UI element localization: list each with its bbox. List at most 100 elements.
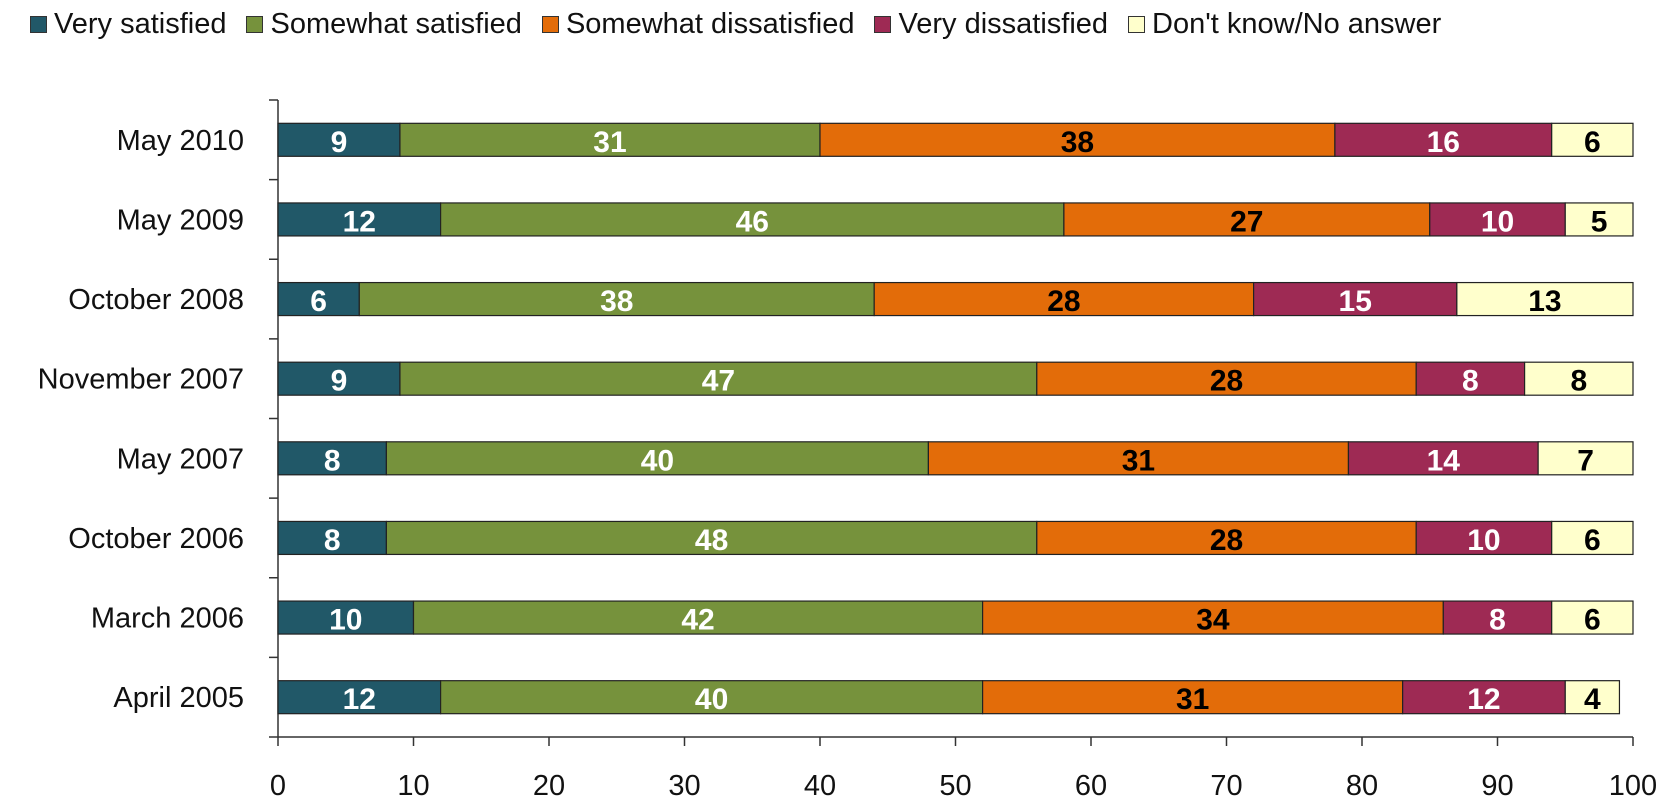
bar-segment — [277, 202, 442, 237]
data-label: 8 — [1570, 365, 1587, 398]
x-tick-label: 60 — [1075, 770, 1107, 802]
bar-segment — [277, 281, 360, 317]
bar-segment — [385, 441, 929, 476]
data-label: 40 — [641, 444, 674, 477]
category-label: May 2007 — [117, 443, 244, 475]
bar-segment — [1415, 361, 1526, 396]
legend-swatch — [246, 15, 264, 33]
category-label: April 2005 — [113, 682, 244, 714]
legend-item: Somewhat satisfied — [246, 7, 522, 41]
bar-segment — [927, 441, 1350, 476]
x-tick-label: 30 — [668, 770, 700, 802]
legend-swatch — [541, 15, 559, 33]
data-label: 48 — [695, 524, 728, 557]
bar-segment — [1347, 441, 1539, 476]
bar-segment — [1564, 202, 1634, 237]
category-label: May 2010 — [117, 125, 244, 157]
bar-segment — [1415, 520, 1553, 556]
x-tick-label: 100 — [1609, 770, 1657, 802]
legend-label: Don't know/No answer — [1152, 7, 1442, 40]
bar-segment — [1429, 202, 1566, 237]
category-label: March 2006 — [91, 603, 244, 635]
chart-legend: Very satisfied Somewhat satisfied Somewhat… — [30, 4, 1461, 44]
bar-segment — [1564, 680, 1621, 715]
legend-swatch — [1128, 15, 1146, 33]
x-tick-label: 80 — [1346, 770, 1378, 802]
data-label: 9 — [331, 126, 348, 159]
legend-item: Don't know/No answer — [1128, 8, 1441, 41]
bar-segment — [440, 202, 1065, 237]
bar-segment — [873, 281, 1255, 317]
category-label: October 2006 — [68, 523, 244, 555]
data-label: 8 — [1489, 604, 1506, 637]
data-label: 6 — [1584, 126, 1601, 159]
x-tick-label: 50 — [939, 770, 971, 802]
bar-segment — [440, 680, 984, 715]
bar-segment — [1551, 600, 1634, 635]
data-label: 31 — [593, 126, 626, 159]
x-tick-label: 70 — [1210, 770, 1242, 802]
data-label: 15 — [1339, 285, 1372, 318]
data-label: 31 — [1176, 683, 1209, 716]
x-tick-label: 20 — [533, 770, 565, 802]
data-label: 12 — [343, 683, 376, 716]
data-label: 16 — [1427, 126, 1460, 159]
data-label: 31 — [1122, 444, 1155, 477]
data-label: 10 — [1467, 524, 1500, 557]
category-label: October 2008 — [68, 284, 244, 316]
data-label: 28 — [1210, 524, 1243, 557]
legend-label: Very dissatisfied — [898, 7, 1109, 40]
data-label: 10 — [1481, 205, 1514, 238]
bar-segment — [277, 600, 415, 635]
data-label: 8 — [324, 524, 341, 557]
bar-segment — [981, 600, 1444, 635]
x-tick-label: 90 — [1481, 770, 1513, 802]
bar-segment — [1551, 520, 1634, 556]
data-label: 28 — [1210, 365, 1243, 398]
legend-item: Very dissatisfied — [874, 8, 1108, 41]
bar-segment — [981, 680, 1404, 715]
bar-segment — [1456, 281, 1634, 317]
bar-segment — [1523, 361, 1634, 396]
bar-segment — [1334, 122, 1553, 157]
x-tick-label: 10 — [397, 770, 429, 802]
category-label: November 2007 — [38, 364, 244, 396]
legend-swatch — [30, 15, 47, 33]
data-label: 12 — [1467, 683, 1500, 716]
legend-swatch — [874, 15, 892, 33]
bar-segment — [399, 122, 821, 157]
data-label: 46 — [736, 205, 769, 238]
data-label: 38 — [1061, 126, 1094, 159]
bar-segment — [277, 680, 442, 715]
legend-label: Somewhat satisfied — [270, 7, 522, 40]
bar-segment — [277, 361, 401, 396]
data-label: 13 — [1528, 285, 1561, 318]
data-label: 8 — [324, 444, 341, 477]
data-label: 12 — [343, 205, 376, 238]
data-label: 8 — [1462, 365, 1479, 398]
data-label: 7 — [1577, 444, 1594, 477]
bar-segment — [1036, 520, 1417, 556]
category-label: May 2009 — [117, 204, 244, 236]
data-label: 6 — [310, 285, 327, 318]
legend-label: Somewhat dissatisfied — [565, 7, 855, 40]
bar-segment — [385, 520, 1038, 556]
data-label: 6 — [1584, 524, 1601, 557]
data-label: 34 — [1196, 604, 1230, 637]
x-tick-label: 0 — [270, 770, 286, 802]
data-label: 5 — [1591, 205, 1608, 238]
data-label: 10 — [329, 604, 362, 637]
legend-item: Somewhat dissatisfied — [541, 7, 855, 41]
data-label: 38 — [600, 285, 633, 318]
bar-segment — [1537, 441, 1634, 476]
data-label: 28 — [1047, 285, 1080, 318]
data-label: 40 — [695, 683, 728, 716]
data-label: 6 — [1584, 604, 1601, 637]
legend-item: Very satisfied — [30, 8, 226, 41]
bar-segment — [1442, 600, 1553, 635]
data-label: 27 — [1230, 205, 1263, 238]
data-label: 14 — [1427, 444, 1461, 477]
data-label: 4 — [1584, 683, 1601, 716]
